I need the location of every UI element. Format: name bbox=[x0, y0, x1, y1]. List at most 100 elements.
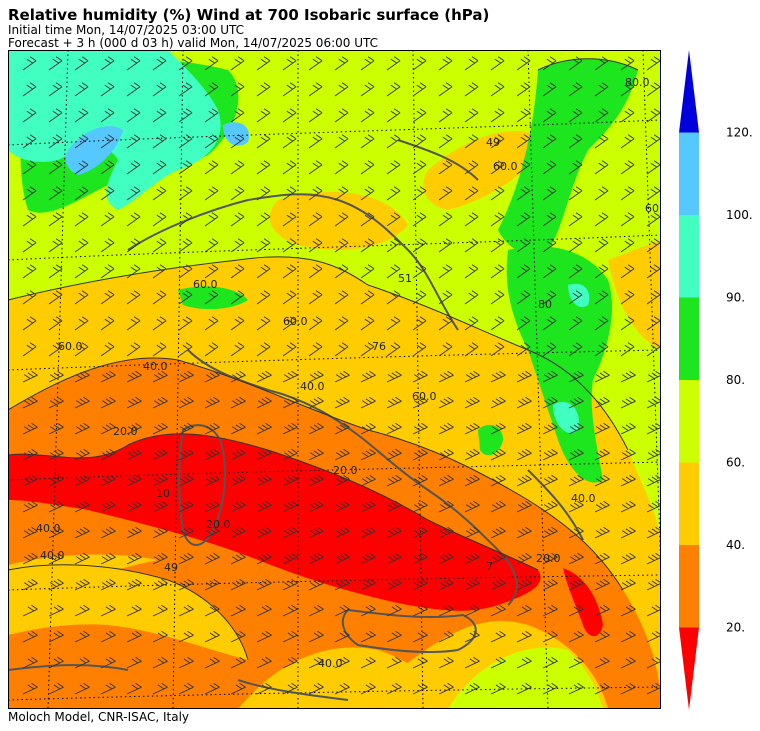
wind-barb bbox=[438, 552, 454, 565]
wind-barb bbox=[48, 422, 64, 435]
legend-swatch bbox=[679, 462, 699, 545]
wind-barb bbox=[334, 290, 349, 305]
wind-barb bbox=[204, 238, 219, 253]
contour-label: 80 bbox=[538, 298, 552, 311]
wind-barb bbox=[126, 500, 142, 513]
wind-barb bbox=[178, 82, 193, 97]
wind-barb bbox=[594, 342, 609, 357]
wind-barb bbox=[178, 630, 194, 643]
wind-barb bbox=[100, 448, 116, 461]
wind-barb bbox=[412, 604, 428, 617]
wind-barb bbox=[256, 56, 271, 71]
wind-barb bbox=[204, 500, 220, 513]
wind-barb bbox=[204, 56, 219, 71]
wind-barb bbox=[256, 552, 272, 565]
contour-label: 20.0 bbox=[206, 518, 231, 531]
wind-barb bbox=[204, 290, 219, 305]
wind-barb bbox=[594, 604, 610, 617]
wind-barb bbox=[438, 370, 454, 383]
wind-barb bbox=[386, 448, 402, 461]
wind-barb bbox=[360, 474, 376, 487]
wind-barb bbox=[100, 186, 115, 201]
wind-barb bbox=[334, 682, 350, 695]
rh-band-40-60-centre bbox=[358, 296, 438, 335]
wind-barb bbox=[464, 134, 479, 149]
wind-barb bbox=[646, 134, 661, 149]
wind-barb bbox=[152, 396, 168, 409]
wind-barb bbox=[152, 448, 168, 461]
wind-barb bbox=[74, 500, 90, 513]
wind-barb bbox=[126, 56, 141, 71]
contour-label: 20.0 bbox=[113, 425, 138, 438]
wind-barb bbox=[22, 56, 37, 71]
wind-barb bbox=[464, 500, 480, 513]
wind-barb bbox=[74, 108, 89, 123]
wind-barb bbox=[48, 160, 63, 175]
wind-barb bbox=[22, 526, 38, 539]
wind-barb bbox=[490, 342, 505, 357]
wind-barb bbox=[152, 186, 167, 201]
wind-barb bbox=[204, 212, 219, 227]
wind-barb bbox=[464, 656, 480, 669]
wind-barb bbox=[152, 316, 167, 331]
wind-barb bbox=[464, 238, 479, 253]
wind-barb bbox=[412, 316, 427, 331]
wind-barb bbox=[152, 342, 167, 357]
wind-barb bbox=[100, 370, 116, 383]
forecast-time: Forecast + 3 h (000 d 03 h) valid Mon, 1… bbox=[8, 36, 378, 50]
wind-barb bbox=[620, 370, 636, 383]
wind-barb bbox=[22, 578, 38, 591]
wind-barb bbox=[308, 56, 323, 71]
wind-barb bbox=[204, 82, 219, 97]
wind-barb bbox=[308, 238, 323, 253]
wind-barb bbox=[594, 212, 609, 227]
wind-barb bbox=[230, 630, 246, 643]
wind-barb bbox=[438, 316, 453, 331]
wind-barb bbox=[646, 578, 661, 591]
wind-barb bbox=[542, 82, 557, 97]
wind-barb bbox=[126, 370, 142, 383]
wind-barb bbox=[516, 264, 531, 279]
wind-barb bbox=[178, 264, 193, 279]
contour-label-group: 80.0 49 60.0 60 51 60.0 60.0 60.0 40.0 4… bbox=[36, 76, 659, 670]
wind-barb bbox=[386, 264, 401, 279]
coastlines bbox=[8, 139, 584, 701]
wind-barb bbox=[74, 396, 90, 409]
wind-barb bbox=[438, 630, 454, 643]
wind-barb bbox=[152, 604, 168, 617]
wind-barb bbox=[256, 474, 272, 487]
wind-barb bbox=[646, 186, 661, 201]
wind-barb bbox=[74, 604, 90, 617]
wind-barb bbox=[282, 264, 297, 279]
wind-barb bbox=[22, 448, 38, 461]
contour-label: 20.0 bbox=[333, 464, 358, 477]
wind-barb bbox=[646, 342, 661, 357]
wind-barb bbox=[360, 238, 375, 253]
wind-barb bbox=[516, 656, 532, 669]
wind-barb bbox=[152, 108, 167, 123]
wind-barb bbox=[542, 630, 558, 643]
wind-barb bbox=[74, 56, 89, 71]
wind-barb bbox=[282, 82, 297, 97]
wind-barb bbox=[22, 474, 38, 487]
wind-barb bbox=[568, 56, 583, 71]
wind-barb bbox=[464, 212, 479, 227]
wind-barb bbox=[412, 552, 428, 565]
wind-barb bbox=[516, 448, 532, 461]
wind-barb bbox=[360, 552, 376, 565]
wind-barb bbox=[360, 56, 375, 71]
wind-barb bbox=[230, 552, 246, 565]
wind-barb bbox=[230, 474, 246, 487]
wind-barb bbox=[438, 212, 453, 227]
wind-barb bbox=[152, 370, 168, 383]
wind-barb bbox=[490, 160, 505, 175]
wind-barb bbox=[412, 474, 428, 487]
wind-barb bbox=[334, 500, 350, 513]
wind-barb bbox=[594, 186, 609, 201]
wind-barb bbox=[22, 160, 37, 175]
wind-barb bbox=[464, 186, 479, 201]
wind-barb bbox=[568, 604, 584, 617]
wind-barb bbox=[308, 474, 324, 487]
wind-barb bbox=[490, 552, 506, 565]
wind-barb bbox=[152, 526, 168, 539]
